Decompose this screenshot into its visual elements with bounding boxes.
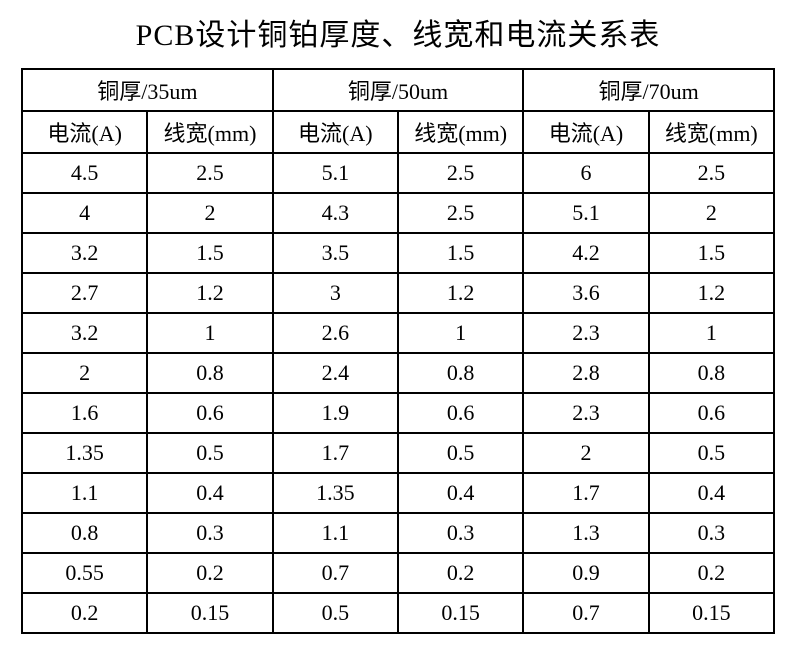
table-cell: 1.3 — [523, 513, 648, 553]
table-row: 2.71.231.23.61.2 — [22, 273, 774, 313]
table-cell: 0.2 — [22, 593, 147, 633]
table-cell: 0.4 — [398, 473, 523, 513]
col-current-35: 电流(A) — [22, 111, 147, 153]
table-cell: 2.5 — [398, 153, 523, 193]
header-sub-row: 电流(A) 线宽(mm) 电流(A) 线宽(mm) 电流(A) 线宽(mm) — [22, 111, 774, 153]
table-cell: 5.1 — [523, 193, 648, 233]
table-cell: 0.4 — [649, 473, 774, 513]
header-group-row: 铜厚/35um 铜厚/50um 铜厚/70um — [22, 69, 774, 111]
table-cell: 0.3 — [147, 513, 272, 553]
col-width-70: 线宽(mm) — [649, 111, 774, 153]
group-header-70um: 铜厚/70um — [523, 69, 774, 111]
table-cell: 1.5 — [649, 233, 774, 273]
table-cell: 1 — [649, 313, 774, 353]
table-cell: 3 — [273, 273, 398, 313]
table-cell: 0.8 — [22, 513, 147, 553]
table-cell: 0.2 — [398, 553, 523, 593]
table-cell: 0.8 — [147, 353, 272, 393]
table-cell: 1.5 — [147, 233, 272, 273]
col-width-35: 线宽(mm) — [147, 111, 272, 153]
group-header-35um: 铜厚/35um — [22, 69, 273, 111]
col-current-70: 电流(A) — [523, 111, 648, 153]
table-cell: 6 — [523, 153, 648, 193]
table-row: 4.52.55.12.562.5 — [22, 153, 774, 193]
table-cell: 0.55 — [22, 553, 147, 593]
table-cell: 4 — [22, 193, 147, 233]
col-current-50: 电流(A) — [273, 111, 398, 153]
table-cell: 0.3 — [398, 513, 523, 553]
table-cell: 0.7 — [523, 593, 648, 633]
table-row: 0.550.20.70.20.90.2 — [22, 553, 774, 593]
table-cell: 1.2 — [398, 273, 523, 313]
table-cell: 2.7 — [22, 273, 147, 313]
table-row: 1.60.61.90.62.30.6 — [22, 393, 774, 433]
table-cell: 0.6 — [398, 393, 523, 433]
table-cell: 0.8 — [649, 353, 774, 393]
group-header-50um: 铜厚/50um — [273, 69, 524, 111]
table-cell: 1.1 — [22, 473, 147, 513]
table-row: 3.212.612.31 — [22, 313, 774, 353]
table-cell: 1.9 — [273, 393, 398, 433]
table-cell: 0.8 — [398, 353, 523, 393]
table-cell: 0.7 — [273, 553, 398, 593]
table-cell: 1.2 — [147, 273, 272, 313]
table-cell: 1.2 — [649, 273, 774, 313]
table-row: 0.20.150.50.150.70.15 — [22, 593, 774, 633]
col-width-50: 线宽(mm) — [398, 111, 523, 153]
table-cell: 2 — [523, 433, 648, 473]
table-cell: 2.5 — [649, 153, 774, 193]
table-row: 20.82.40.82.80.8 — [22, 353, 774, 393]
table-cell: 0.2 — [649, 553, 774, 593]
page-title: PCB设计铜铂厚度、线宽和电流关系表 — [0, 10, 796, 54]
table-body: 4.52.55.12.562.5424.32.55.123.21.53.51.5… — [22, 153, 774, 633]
table-cell: 0.6 — [649, 393, 774, 433]
table-cell: 4.3 — [273, 193, 398, 233]
table-row: 0.80.31.10.31.30.3 — [22, 513, 774, 553]
table-row: 424.32.55.12 — [22, 193, 774, 233]
table-cell: 3.2 — [22, 313, 147, 353]
table-cell: 0.5 — [147, 433, 272, 473]
table-cell: 5.1 — [273, 153, 398, 193]
table-cell: 0.4 — [147, 473, 272, 513]
table-cell: 2.5 — [398, 193, 523, 233]
table-cell: 0.6 — [147, 393, 272, 433]
table-cell: 4.2 — [523, 233, 648, 273]
table-cell: 0.5 — [398, 433, 523, 473]
table-cell: 2 — [22, 353, 147, 393]
table-cell: 3.2 — [22, 233, 147, 273]
table-cell: 1 — [147, 313, 272, 353]
table-cell: 1.35 — [22, 433, 147, 473]
table-cell: 0.5 — [273, 593, 398, 633]
table-cell: 1.7 — [273, 433, 398, 473]
table-cell: 0.2 — [147, 553, 272, 593]
table-cell: 1 — [398, 313, 523, 353]
table-cell: 2.4 — [273, 353, 398, 393]
table-cell: 0.5 — [649, 433, 774, 473]
table-cell: 2 — [649, 193, 774, 233]
table-cell: 4.5 — [22, 153, 147, 193]
table-cell: 1.6 — [22, 393, 147, 433]
table-cell: 2 — [147, 193, 272, 233]
table-cell: 1.5 — [398, 233, 523, 273]
table-row: 3.21.53.51.54.21.5 — [22, 233, 774, 273]
table-cell: 1.7 — [523, 473, 648, 513]
table-cell: 0.3 — [649, 513, 774, 553]
table-cell: 2.6 — [273, 313, 398, 353]
table-cell: 2.5 — [147, 153, 272, 193]
table-cell: 2.3 — [523, 393, 648, 433]
table-cell: 0.15 — [147, 593, 272, 633]
table-row: 1.350.51.70.520.5 — [22, 433, 774, 473]
table-cell: 1.1 — [273, 513, 398, 553]
table-cell: 0.9 — [523, 553, 648, 593]
table-cell: 2.8 — [523, 353, 648, 393]
pcb-table: 铜厚/35um 铜厚/50um 铜厚/70um 电流(A) 线宽(mm) 电流(… — [21, 68, 775, 634]
table-cell: 3.5 — [273, 233, 398, 273]
table-cell: 0.15 — [649, 593, 774, 633]
table-cell: 3.6 — [523, 273, 648, 313]
table-cell: 2.3 — [523, 313, 648, 353]
table-cell: 1.35 — [273, 473, 398, 513]
table-row: 1.10.41.350.41.70.4 — [22, 473, 774, 513]
table-cell: 0.15 — [398, 593, 523, 633]
